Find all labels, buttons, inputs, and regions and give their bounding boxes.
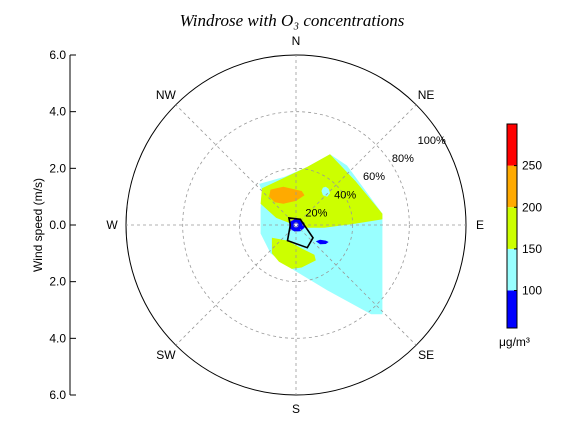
colorbar-band <box>507 248 517 291</box>
region-100-150-3 <box>321 186 330 197</box>
y-tick-label: 4.0 <box>49 105 66 119</box>
grid-spoke <box>175 224 297 346</box>
direction-label-nw: NW <box>156 88 177 102</box>
grid-spoke <box>175 104 297 226</box>
percent-labels: 20% 40% 60% 80% 100% <box>305 135 446 219</box>
grid-ring <box>182 111 410 339</box>
direction-labels: N NE E SE S SW W NW <box>106 34 484 416</box>
direction-label-ne: NE <box>418 88 435 102</box>
colorbar-tick-label: 150 <box>522 242 542 256</box>
colorbar-tick-label: 200 <box>522 200 542 214</box>
y-tick-label: 6.0 <box>49 48 66 62</box>
direction-label-n: N <box>292 34 301 48</box>
direction-label-w: W <box>106 218 118 232</box>
colorbar-frame <box>506 123 518 329</box>
outline-layer <box>286 216 314 249</box>
direction-label-s: S <box>292 402 300 416</box>
y-tick-label: 2.0 <box>49 161 66 175</box>
percent-label: 80% <box>392 153 414 165</box>
direction-label-se: SE <box>418 348 434 362</box>
y-tick-label: 0.0 <box>49 218 66 232</box>
colorbar-band <box>507 207 517 249</box>
y-tick-label: 6.0 <box>49 388 66 402</box>
colorbar-tick-label: 250 <box>522 159 542 173</box>
colorbar-band <box>507 124 517 166</box>
colorbar-tick-label: 100 <box>522 284 542 298</box>
grid-spoke <box>295 224 417 346</box>
colorbar-band <box>507 165 517 208</box>
grid-spoke <box>295 104 417 226</box>
region-55-100-6 <box>315 239 329 245</box>
percent-label: 20% <box>305 207 327 219</box>
polar-grid <box>125 54 467 396</box>
percent-label: 40% <box>334 189 356 201</box>
colorbar-band <box>507 290 517 328</box>
chart-title: Windrose with O₃ concentrations <box>180 11 405 30</box>
y-tick-label: 2.0 <box>49 275 66 289</box>
percent-label: 100% <box>418 135 446 147</box>
region-150-200-2 <box>271 237 316 269</box>
concentration-regions <box>259 154 383 315</box>
outline-polygon <box>286 216 314 249</box>
center-star <box>293 222 299 228</box>
direction-label-sw: SW <box>156 348 176 362</box>
colorbar: 100 150 200 250 μg/m³ <box>499 123 542 349</box>
percent-label: 60% <box>363 171 385 183</box>
colorbar-unit: μg/m³ <box>499 335 530 349</box>
direction-label-e: E <box>476 218 484 232</box>
y-tick-label: 4.0 <box>49 331 66 345</box>
y-axis: 6.0 4.0 2.0 0.0 2.0 4.0 6.0 <box>49 48 76 402</box>
y-axis-label: Wind speed (m/s) <box>31 178 45 272</box>
